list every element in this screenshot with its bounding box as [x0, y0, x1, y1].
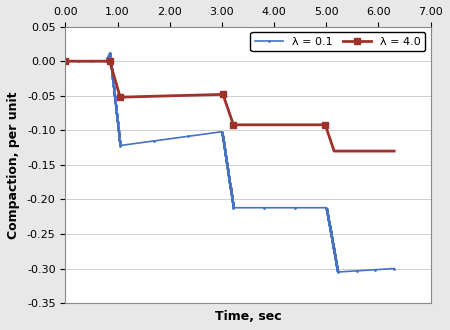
λ = 0.1	[221, 140, 226, 144]
λ = 4.0	[323, 123, 328, 127]
λ = 4.0	[325, 132, 331, 136]
Line: λ = 4.0: λ = 4.0	[63, 58, 397, 154]
λ = 0.1	[112, 90, 117, 94]
λ = 4.0	[152, 94, 157, 98]
λ = 4.0	[332, 149, 337, 153]
λ = 4.0	[261, 123, 267, 127]
λ = 4.0	[107, 59, 112, 63]
λ = 4.0	[114, 83, 119, 87]
Legend: λ = 0.1, λ = 4.0: λ = 0.1, λ = 4.0	[250, 32, 425, 51]
λ = 0.1	[226, 178, 232, 182]
λ = 0.1	[335, 270, 341, 274]
λ = 4.0	[63, 59, 68, 63]
λ = 4.0	[224, 103, 229, 107]
λ = 4.0	[186, 93, 191, 97]
λ = 4.0	[111, 71, 116, 75]
λ = 0.1	[107, 51, 112, 55]
λ = 4.0	[117, 95, 123, 99]
λ = 0.1	[331, 249, 337, 253]
λ = 0.1	[227, 179, 232, 183]
λ = 4.0	[231, 123, 236, 127]
λ = 0.1	[63, 59, 68, 63]
λ = 0.1	[222, 147, 227, 151]
λ = 4.0	[351, 149, 357, 153]
λ = 4.0	[392, 149, 397, 153]
Line: λ = 0.1: λ = 0.1	[64, 51, 396, 273]
λ = 4.0	[227, 113, 233, 116]
λ = 4.0	[77, 59, 83, 63]
λ = 4.0	[328, 140, 334, 144]
λ = 4.0	[92, 59, 98, 63]
λ = 4.0	[292, 123, 297, 127]
X-axis label: Time, sec: Time, sec	[215, 310, 281, 323]
λ = 4.0	[371, 149, 377, 153]
λ = 4.0	[220, 92, 225, 96]
Y-axis label: Compaction, per unit: Compaction, per unit	[7, 91, 20, 239]
λ = 0.1	[392, 267, 397, 271]
